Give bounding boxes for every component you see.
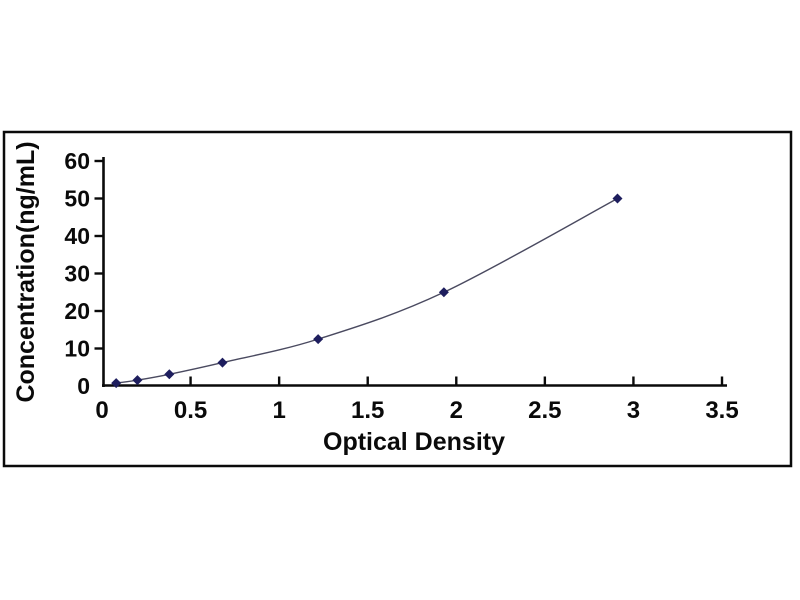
x-tick-label: 1 — [272, 397, 285, 424]
x-tick-label: 2.5 — [528, 397, 561, 424]
x-tick-label: 3.5 — [705, 397, 738, 424]
y-tick-label: 30 — [64, 261, 90, 287]
x-tick-label: 3 — [627, 397, 640, 424]
x-tick-label: 0.5 — [174, 397, 207, 424]
data-point-marker — [217, 357, 228, 368]
x-tick-label: 2 — [450, 397, 463, 424]
x-axis-title: Optical Density — [323, 428, 505, 456]
y-tick-label: 10 — [64, 336, 90, 362]
data-point-marker — [164, 369, 175, 380]
x-tick-label: 1.5 — [351, 397, 384, 424]
chart-frame-border — [2, 130, 793, 468]
y-tick-label: 20 — [64, 298, 90, 324]
x-tick-label: 0 — [95, 397, 108, 424]
data-point-marker — [438, 287, 449, 298]
y-tick-label: 0 — [77, 373, 90, 399]
data-point-marker — [313, 334, 324, 345]
y-tick-label: 50 — [64, 186, 90, 212]
y-tick-label: 60 — [64, 148, 90, 174]
data-point-marker — [111, 378, 122, 389]
data-point-marker — [612, 193, 623, 204]
y-axis-title: Concentration(ng/mL) — [12, 141, 40, 402]
plot-layer — [111, 193, 623, 389]
y-tick-label: 40 — [64, 223, 90, 249]
axes-layer: 0 0.5 1 1.5 2 2.5 3 3.5 0 10 20 30 40 50 60 — [64, 148, 738, 424]
data-point-marker — [132, 375, 143, 386]
